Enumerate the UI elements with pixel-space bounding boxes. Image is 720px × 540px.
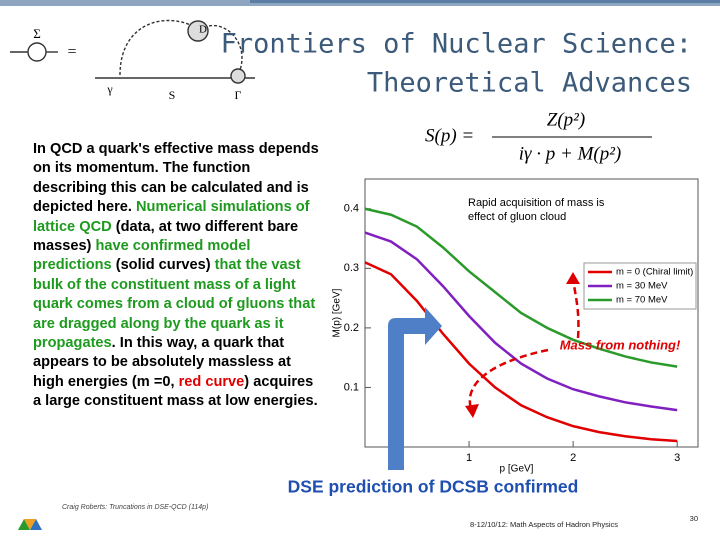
paragraph-segment: that the vast bulk of the constituent ma… [33, 257, 316, 352]
formula-numerator: Z(p²) [547, 109, 585, 130]
legend-label: m = 70 MeV [616, 295, 668, 306]
paragraph-segment: ) acquires a large constituent mass at l… [33, 373, 318, 410]
plot: 0.1 0.2 0.3 0.4 1 2 3 p [GeV] M(p) [GeV] m = 0 (C… [332, 178, 699, 475]
x-tick-label: 3 [674, 452, 680, 464]
logo-part [30, 519, 42, 530]
x-tick-label: 1 [466, 452, 472, 464]
y-tick-label: 0.1 [344, 381, 359, 393]
annotation-box [462, 192, 648, 222]
diagram-label: Σ [33, 26, 41, 41]
paragraph-segment: In QCD a quark's effective mass depends … [33, 141, 319, 216]
x-axis-label: p [GeV] [500, 464, 534, 475]
title: Theoretical Advances [367, 68, 692, 99]
diagram-node [230, 68, 246, 84]
x-tick-label: 2 [570, 452, 576, 464]
legend-label: m = 0 (Chiral limit) [616, 267, 693, 278]
footer-left: Craig Roberts: Truncations in DSE-QCD (1… [62, 504, 208, 511]
y-axis-label: M(p) [GeV] [332, 288, 343, 337]
paragraph-segment: have confirmed model predictions [33, 238, 251, 274]
formula-lhs: S(p) = [425, 125, 474, 146]
paragraph: In QCD a quark's effective mass depends … [33, 140, 323, 412]
curve [364, 261, 678, 443]
paragraph-segment: (solid curves) [111, 257, 215, 274]
annotation: Rapid acquisition of mass is effect of gl… [468, 197, 605, 223]
paragraph-segment: (data, at two different bare masses) [33, 218, 299, 255]
formula: S(p) = Z(p²) iγ · p + M(p²) [425, 109, 652, 164]
curve [364, 231, 678, 412]
y-tick-label: 0.4 [344, 203, 359, 215]
logo-part [18, 519, 30, 530]
callout: Mass from nothing! [560, 337, 681, 352]
curve [364, 207, 678, 368]
diagram-label: D [199, 24, 207, 36]
formula-denominator: iγ · p + M(p²) [519, 143, 622, 164]
diagram-node [27, 42, 47, 62]
y-tick-label: 0.2 [344, 322, 359, 334]
diagram [10, 19, 255, 84]
diagram-node [187, 20, 209, 42]
page-number: 30 [690, 514, 698, 523]
caption: DSE prediction of DCSB confirmed [288, 477, 579, 497]
logo [18, 519, 42, 530]
diagram-label: = [67, 44, 76, 61]
diagram-label: γ [106, 82, 113, 96]
plot-frame [364, 178, 699, 448]
paragraph-segment: Numerical simulations of lattice QCD [33, 199, 310, 235]
y-tick-label: 0.3 [344, 262, 359, 274]
paragraph-segment: . In this way, a quark that appears to b… [33, 335, 291, 390]
red-arrowhead [465, 404, 479, 418]
logo-part [24, 519, 36, 530]
top-bar-accent [250, 0, 720, 3]
paragraph-segment: red curve [178, 373, 245, 390]
title: Frontiers of Nuclear Science: [221, 29, 692, 60]
diagram-label: S [169, 88, 176, 102]
legend-label: m = 30 MeV [616, 281, 668, 292]
red-arrowhead [566, 272, 580, 284]
blue-arrow [388, 307, 442, 470]
footer-center: 8-12/10/12: Math Aspects of Hadron Physi… [470, 520, 618, 529]
red-arrow [468, 348, 549, 413]
diagram-label: Γ [235, 88, 242, 102]
